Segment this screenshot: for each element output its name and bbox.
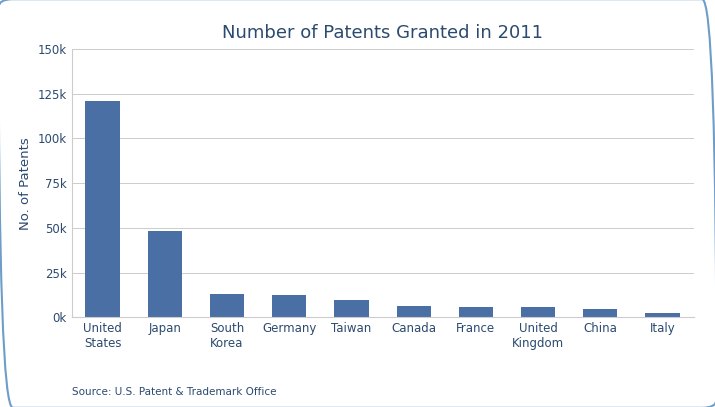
- Y-axis label: No. of Patents: No. of Patents: [19, 137, 32, 230]
- Bar: [583, 309, 617, 317]
- Bar: [397, 306, 430, 317]
- Bar: [459, 307, 493, 317]
- Title: Number of Patents Granted in 2011: Number of Patents Granted in 2011: [222, 24, 543, 42]
- Bar: [335, 300, 368, 317]
- Bar: [646, 313, 679, 317]
- Bar: [86, 101, 119, 317]
- Bar: [521, 307, 555, 317]
- Text: Source: U.S. Patent & Trademark Office: Source: U.S. Patent & Trademark Office: [72, 387, 276, 397]
- Bar: [210, 294, 244, 317]
- Bar: [272, 295, 306, 317]
- Bar: [148, 231, 182, 317]
